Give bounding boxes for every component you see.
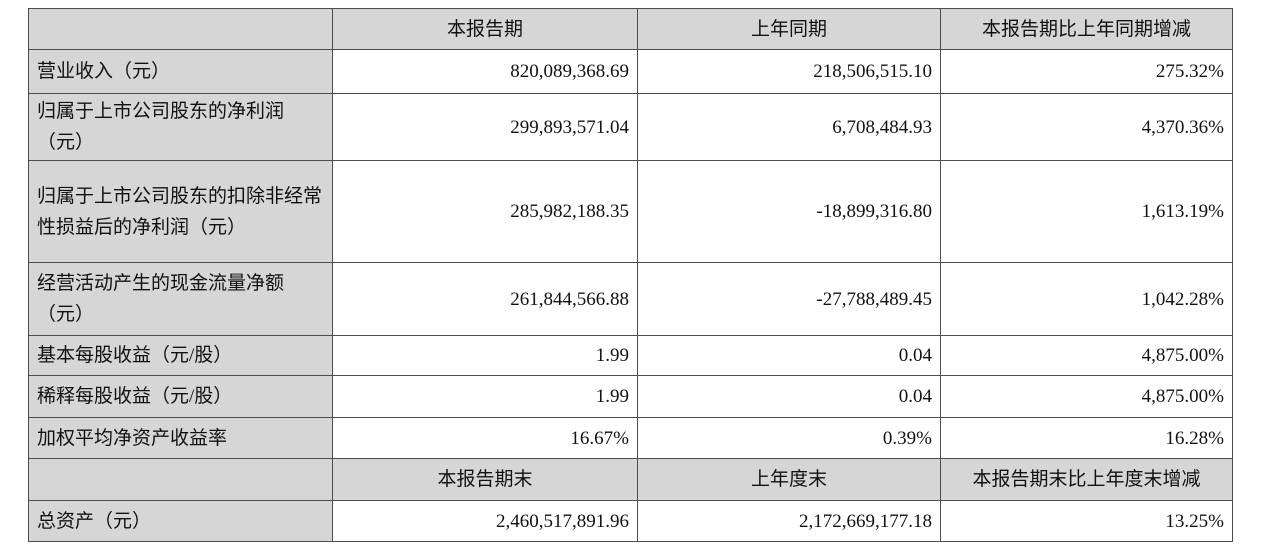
row-label: 稀释每股收益（元/股） [28, 375, 333, 418]
header-row-period-end: 本报告期末 上年度末 本报告期末比上年度末增减 [28, 458, 1233, 501]
row-basic-eps: 基本每股收益（元/股） 1.99 0.04 4,875.00% [28, 335, 1233, 376]
row-label: 经营活动产生的现金流量净额（元） [28, 262, 333, 336]
cell-prior: 0.39% [637, 417, 941, 459]
cell-prior: 2,172,669,177.18 [637, 500, 941, 542]
row-label: 总资产（元） [28, 500, 333, 542]
row-net-profit-excl-nonrecurring: 归属于上市公司股东的扣除非经常性损益后的净利润（元） 285,982,188.3… [28, 160, 1233, 263]
row-label: 归属于上市公司股东的扣除非经常性损益后的净利润（元） [28, 160, 333, 263]
row-label: 营业收入（元） [28, 49, 333, 94]
cell-current: 16.67% [332, 417, 638, 459]
header-row-period: 本报告期 上年同期 本报告期比上年同期增减 [28, 8, 1233, 50]
cell-current: 1.99 [332, 375, 638, 418]
header-prior-year-end: 上年度末 [637, 458, 941, 501]
header-period-end-change: 本报告期末比上年度末增减 [940, 458, 1233, 501]
row-weighted-avg-roe: 加权平均净资产收益率 16.67% 0.39% 16.28% [28, 417, 1233, 459]
cell-prior: 6,708,484.93 [637, 93, 941, 161]
cell-current: 261,844,566.88 [332, 262, 638, 336]
row-operating-revenue: 营业收入（元） 820,089,368.69 218,506,515.10 27… [28, 49, 1233, 94]
cell-current: 820,089,368.69 [332, 49, 638, 94]
row-label: 归属于上市公司股东的净利润（元） [28, 93, 333, 161]
cell-current: 2,460,517,891.96 [332, 500, 638, 542]
cell-change: 13.25% [940, 500, 1233, 542]
header-period-change: 本报告期比上年同期增减 [940, 8, 1233, 50]
cell-current: 299,893,571.04 [332, 93, 638, 161]
cell-current: 1.99 [332, 335, 638, 376]
key-financials-table: 本报告期 上年同期 本报告期比上年同期增减 营业收入（元） 820,089,36… [28, 8, 1233, 542]
header-prior-period: 上年同期 [637, 8, 941, 50]
cell-change: 1,042.28% [940, 262, 1233, 336]
cell-change: 4,875.00% [940, 375, 1233, 418]
cell-prior: 218,506,515.10 [637, 49, 941, 94]
row-operating-cash-flow: 经营活动产生的现金流量净额（元） 261,844,566.88 -27,788,… [28, 262, 1233, 336]
cell-prior: 0.04 [637, 375, 941, 418]
corner-cell [28, 8, 333, 50]
header-current-period-end: 本报告期末 [332, 458, 638, 501]
cell-change: 16.28% [940, 417, 1233, 459]
cell-change: 4,370.36% [940, 93, 1233, 161]
row-net-profit: 归属于上市公司股东的净利润（元） 299,893,571.04 6,708,48… [28, 93, 1233, 161]
row-label: 基本每股收益（元/股） [28, 335, 333, 376]
cell-prior: -27,788,489.45 [637, 262, 941, 336]
cell-prior: -18,899,316.80 [637, 160, 941, 263]
cell-change: 1,613.19% [940, 160, 1233, 263]
cell-prior: 0.04 [637, 335, 941, 376]
cell-current: 285,982,188.35 [332, 160, 638, 263]
header-current-period: 本报告期 [332, 8, 638, 50]
row-total-assets: 总资产（元） 2,460,517,891.96 2,172,669,177.18… [28, 500, 1233, 542]
cell-change: 4,875.00% [940, 335, 1233, 376]
corner-cell [28, 458, 333, 501]
row-label: 加权平均净资产收益率 [28, 417, 333, 459]
row-diluted-eps: 稀释每股收益（元/股） 1.99 0.04 4,875.00% [28, 375, 1233, 418]
cell-change: 275.32% [940, 49, 1233, 94]
